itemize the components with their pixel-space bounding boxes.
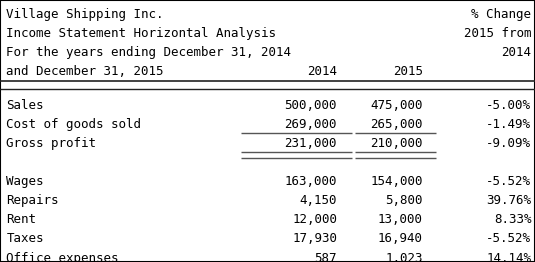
Text: 12,000: 12,000 (292, 213, 337, 226)
Text: -5.52%: -5.52% (486, 232, 531, 245)
Text: -5.00%: -5.00% (486, 99, 531, 112)
Text: 475,000: 475,000 (370, 99, 423, 112)
Text: Rent: Rent (6, 213, 36, 226)
Text: Cost of goods sold: Cost of goods sold (6, 118, 141, 131)
Text: and December 31, 2015: and December 31, 2015 (6, 65, 164, 78)
Text: 2015: 2015 (393, 65, 423, 78)
Text: Income Statement Horizontal Analysis: Income Statement Horizontal Analysis (6, 27, 277, 40)
Text: For the years ending December 31, 2014: For the years ending December 31, 2014 (6, 46, 292, 59)
Text: Office expenses: Office expenses (6, 252, 119, 262)
Text: 163,000: 163,000 (285, 175, 337, 188)
Text: 2014: 2014 (307, 65, 337, 78)
Text: 265,000: 265,000 (370, 118, 423, 131)
Text: Gross profit: Gross profit (6, 137, 96, 150)
Text: 2015 from: 2015 from (464, 27, 531, 40)
Text: 1,023: 1,023 (385, 252, 423, 262)
Text: -9.09%: -9.09% (486, 137, 531, 150)
Text: % Change: % Change (471, 8, 531, 21)
Text: 13,000: 13,000 (378, 213, 423, 226)
Text: 5,800: 5,800 (385, 194, 423, 207)
Text: 269,000: 269,000 (285, 118, 337, 131)
Text: 4,150: 4,150 (300, 194, 337, 207)
Text: 500,000: 500,000 (285, 99, 337, 112)
Text: 587: 587 (315, 252, 337, 262)
Text: 8.33%: 8.33% (494, 213, 531, 226)
Text: 14.14%: 14.14% (486, 252, 531, 262)
Text: 2014: 2014 (501, 46, 531, 59)
Text: 154,000: 154,000 (370, 175, 423, 188)
Text: Sales: Sales (6, 99, 44, 112)
Text: 210,000: 210,000 (370, 137, 423, 150)
Text: 17,930: 17,930 (292, 232, 337, 245)
Text: Wages: Wages (6, 175, 44, 188)
Text: 231,000: 231,000 (285, 137, 337, 150)
Text: -1.49%: -1.49% (486, 118, 531, 131)
Text: Village Shipping Inc.: Village Shipping Inc. (6, 8, 164, 21)
Text: Repairs: Repairs (6, 194, 59, 207)
Text: 16,940: 16,940 (378, 232, 423, 245)
Text: -5.52%: -5.52% (486, 175, 531, 188)
Text: 39.76%: 39.76% (486, 194, 531, 207)
Text: Taxes: Taxes (6, 232, 44, 245)
